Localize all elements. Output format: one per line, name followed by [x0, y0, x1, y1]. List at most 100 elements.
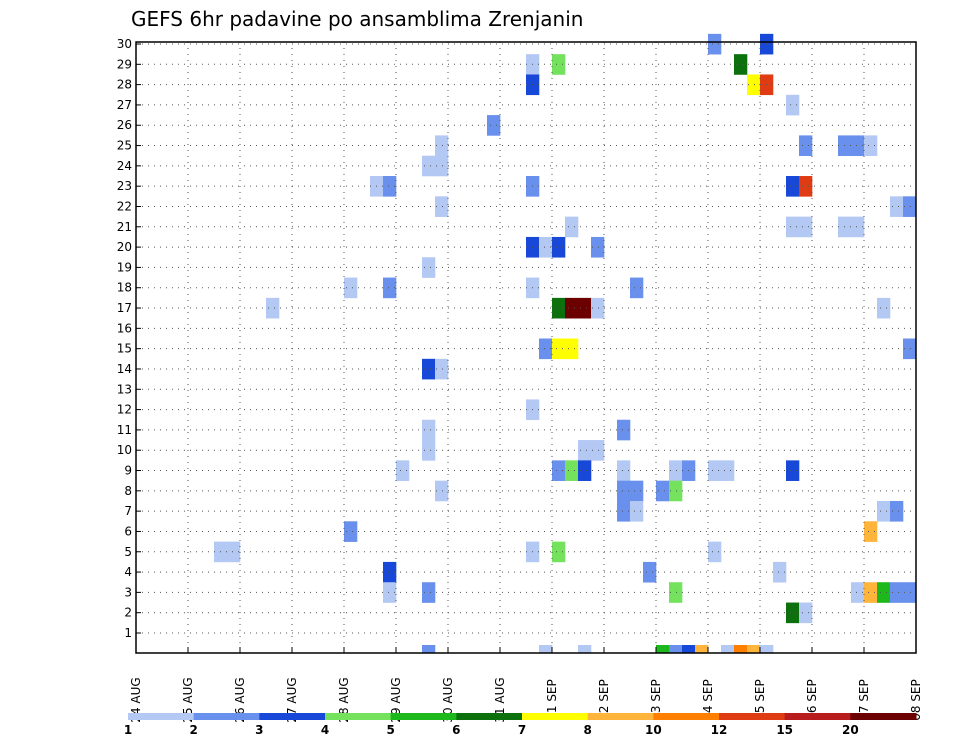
precip-cell — [383, 582, 397, 603]
y-tick-label: 23 — [117, 179, 132, 193]
precip-cell — [786, 460, 800, 481]
x-tick-label: 24 AUG — [129, 677, 143, 722]
precip-cell — [552, 460, 566, 481]
y-tick-label: 3 — [124, 585, 132, 599]
y-tick-label: 13 — [117, 382, 132, 396]
x-tick-label: 29 AUG — [389, 677, 403, 722]
x-tick-label: 08 SEP — [909, 679, 923, 721]
x-tick-label: 07 SEP — [857, 679, 871, 721]
x-tick-label: 31 AUG — [493, 677, 507, 722]
x-tick-label: 03 SEP — [649, 679, 663, 721]
y-tick-label: 9 — [124, 464, 132, 478]
precip-cell — [591, 440, 605, 461]
precip-cell — [617, 480, 631, 502]
x-tick-label: 28 AUG — [337, 677, 351, 722]
precip-cell — [877, 582, 891, 603]
colorbar-label: 4 — [321, 723, 329, 737]
colorbar-swatch — [325, 713, 392, 720]
precip-cell — [721, 460, 735, 481]
plot-frame — [135, 41, 917, 654]
precip-cell-bottom — [747, 645, 761, 653]
precip-cell — [578, 460, 592, 481]
precip-cell — [552, 541, 566, 563]
precip-cell-bottom — [669, 645, 683, 653]
precip-cell — [669, 582, 683, 603]
precip-cell — [383, 277, 397, 299]
precip-cell — [786, 602, 800, 624]
x-tick-label: 06 SEP — [805, 679, 819, 721]
precip-cell — [708, 541, 722, 563]
y-tick-label: 26 — [117, 118, 132, 132]
precip-cell — [786, 94, 800, 116]
precip-cell — [890, 500, 904, 522]
colorbar-label: 3 — [255, 723, 263, 737]
x-tick-label: 30 AUG — [441, 677, 455, 722]
precip-cell — [708, 33, 722, 55]
x-tick-label: 27 AUG — [285, 677, 299, 722]
precip-cell-bottom — [734, 645, 748, 653]
colorbar-label: 12 — [711, 723, 728, 737]
precip-cell — [565, 338, 579, 360]
x-tick-label: 05 SEP — [753, 679, 767, 721]
y-tick-label: 15 — [117, 342, 132, 356]
precip-cell — [630, 480, 644, 502]
precip-cell — [422, 419, 436, 441]
precip-cell — [786, 176, 800, 197]
colorbar-swatch — [128, 713, 195, 720]
y-tick-label: 19 — [117, 260, 132, 274]
colorbar-label: 6 — [452, 723, 460, 737]
colorbar-swatch — [456, 713, 523, 720]
precip-cell-bottom — [695, 645, 709, 653]
y-axis: 1234567891011121314151617181920212223242… — [117, 37, 141, 640]
precip-cell — [435, 196, 449, 217]
y-tick-label: 6 — [124, 524, 132, 538]
precip-cell — [552, 236, 566, 258]
precip-cell — [630, 277, 644, 299]
y-tick-label: 14 — [117, 362, 132, 376]
precip-cell — [799, 135, 813, 157]
x-tick-label: 01 SEP — [545, 679, 559, 721]
y-tick-label: 11 — [117, 423, 132, 437]
precip-cell — [903, 338, 917, 360]
precip-cell — [890, 582, 904, 603]
colorbar-swatch — [522, 713, 589, 720]
precip-cell-bottom — [760, 645, 774, 653]
precip-cell — [539, 338, 553, 360]
precip-cell — [864, 135, 878, 157]
precip-cell-bottom — [578, 645, 592, 653]
y-tick-label: 5 — [124, 545, 132, 559]
precip-cell — [435, 135, 449, 157]
colorbar-label: 7 — [518, 723, 526, 737]
precip-cell — [552, 54, 566, 75]
precip-cell — [565, 460, 579, 481]
y-tick-label: 20 — [117, 240, 132, 254]
y-tick-label: 24 — [117, 159, 132, 173]
colorbar-swatch — [653, 713, 720, 720]
precip-cell — [851, 582, 865, 603]
colorbar-swatch — [587, 713, 654, 720]
y-tick-label: 1 — [124, 626, 132, 640]
precip-cell — [435, 358, 449, 380]
precip-cell — [851, 216, 865, 238]
precip-cell — [591, 297, 605, 319]
precip-cell — [396, 460, 410, 481]
y-tick-label: 28 — [117, 78, 132, 92]
colorbar-swatch — [784, 713, 851, 720]
precip-cell — [903, 196, 917, 217]
colorbar-swatch — [259, 713, 326, 720]
precip-cell — [799, 176, 813, 197]
precip-cell — [773, 561, 787, 583]
precip-cell-bottom — [682, 645, 696, 653]
precip-cell — [903, 582, 917, 603]
colorbar-label: 8 — [583, 723, 591, 737]
y-tick-label: 8 — [124, 484, 132, 498]
x-tick-label: 26 AUG — [233, 677, 247, 722]
colorbar-label: 5 — [386, 723, 394, 737]
precip-cell — [734, 54, 748, 75]
x-tick-label: 25 AUG — [181, 677, 195, 722]
precip-cell — [864, 582, 878, 603]
precip-cell — [552, 338, 566, 360]
precip-cell — [630, 500, 644, 522]
precip-cell — [422, 440, 436, 461]
